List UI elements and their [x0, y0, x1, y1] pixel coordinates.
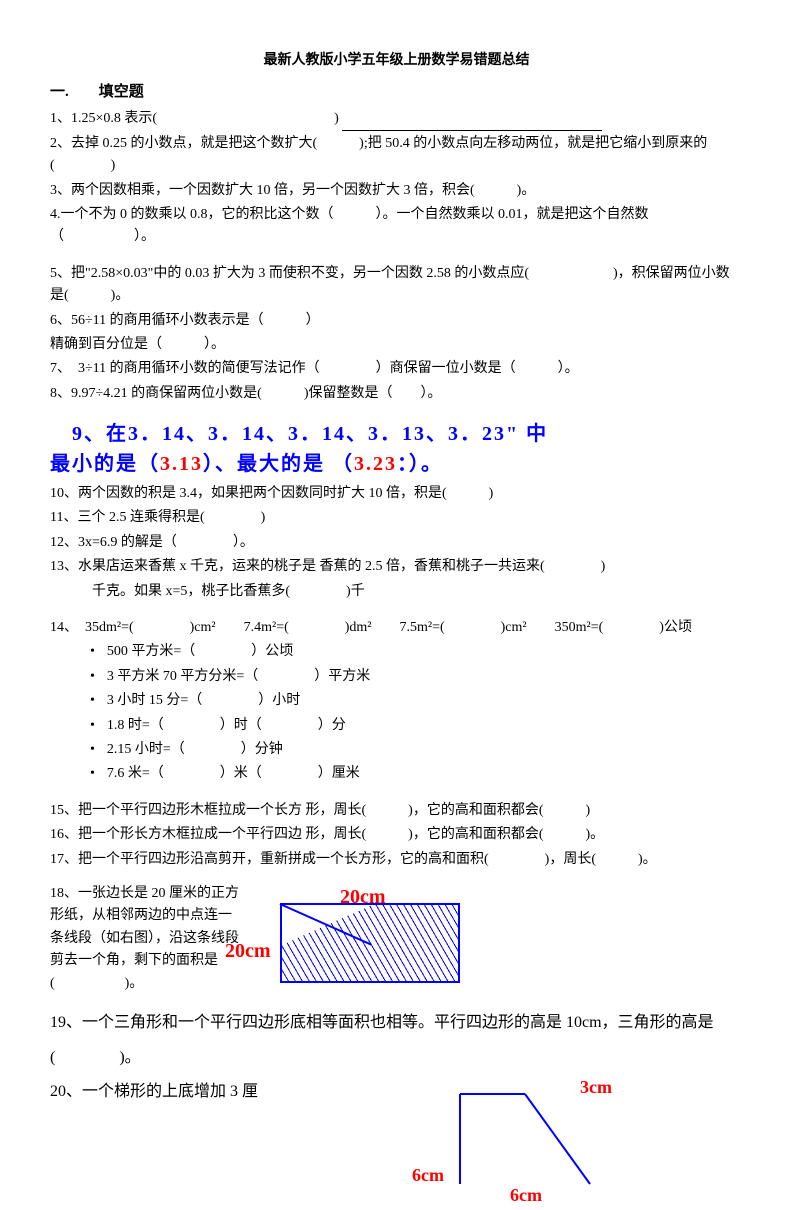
q1-text: 1、1.25×0.8 表示( [50, 111, 157, 126]
question-20: 20、一个梯形的上底增加 3 厘 [50, 1079, 290, 1105]
q9-answer-2: 3.23 [354, 453, 397, 475]
question-20-wrap: 20、一个梯形的上底增加 3 厘 3cm 6cm 6cm [50, 1079, 743, 1199]
q9-line2: 最小的是（3.13）、最大的是 （3.23：）。 [50, 449, 743, 479]
question-17: 17、把一个平行四边形沿高剪开，重新拼成一个长方形，它的高和面积( )，周长( … [50, 849, 743, 871]
question-14-list: 500 平方米=（ ）公顷 3 平方米 70 平方分米=（ ）平方米 3 小时 … [90, 641, 743, 785]
question-19: 19、一个三角形和一个平行四边形底相等面积也相等。平行四边形的高是 10cm，三… [50, 1005, 743, 1075]
question-3: 3、两个因数相乘，一个因数扩大 10 倍，另一个因数扩大 3 倍，积会( )。 [50, 180, 743, 202]
question-13b: 千克。如果 x=5，桃子比香蕉多( )千 [50, 581, 743, 603]
question-12: 12、3x=6.9 的解是（ ）。 [50, 532, 743, 554]
question-10: 10、两个因数的积是 3.4，如果把两个因数同时扩大 10 倍，积是( ) [50, 483, 743, 505]
question-18: 18、一张边长是 20 厘米的正方形纸，从相邻两边的中点连一条线段（如右图），沿… [50, 883, 240, 995]
question-13a: 13、水果店运来香蕉 x 千克，运来的桃子是 香蕉的 2.5 倍，香蕉和桃子一共… [50, 556, 743, 578]
q14-item-3: 3 小时 15 分=（ ）小时 [90, 690, 743, 712]
q14-item-5: 2.15 小时=（ ）分钟 [90, 739, 743, 761]
question-9: 9、在3．14、3．14、3．14、3．13、3．23" 中 最小的是（3.13… [50, 419, 743, 479]
question-6b: 精确到百分位是（ ）。 [50, 334, 743, 356]
question-14: 14、 35dm²=( )cm² 7.4m²=( )dm² 7.5m²=( )c… [50, 617, 743, 639]
q1-end: ) [334, 111, 339, 126]
q20-figure: 3cm 6cm 6cm [350, 1079, 670, 1199]
question-1: 1、1.25×0.8 表示( ) [50, 108, 743, 130]
q18-label-left: 20cm [225, 935, 271, 967]
q1-blank-line [342, 117, 602, 131]
question-15: 15、把一个平行四边形木框拉成一个长方 形，周长( )，它的高和面积都会( ) [50, 800, 743, 822]
q20-label-6cm-left: 6cm [412, 1161, 444, 1190]
question-6a: 6、56÷11 的商用循环小数表示是（ ） [50, 310, 743, 332]
question-16: 16、把一个形长方木框拉成一个平行四边 形，周长( )，它的高和面积都会( )。 [50, 824, 743, 846]
section-heading: 一. 填空题 [50, 80, 743, 104]
question-11: 11、三个 2.5 连乘得积是( ) [50, 507, 743, 529]
question-7: 7、 3÷11 的商用循环小数的简便写法记作（ ）商保留一位小数是（ ）。 [50, 358, 743, 380]
q14-item-4: 1.8 时=（ ）时（ ）分 [90, 715, 743, 737]
question-18-wrap: 18、一张边长是 20 厘米的正方形纸，从相邻两边的中点连一条线段（如右图），沿… [50, 883, 743, 995]
q14-item-2: 3 平方米 70 平方分米=（ ）平方米 [90, 666, 743, 688]
q14-item-6: 7.6 米=（ ）米（ ）厘米 [90, 763, 743, 785]
document-title: 最新人教版小学五年级上册数学易错题总结 [50, 50, 743, 72]
q9-line1: 9、在3．14、3．14、3．14、3．13、3．23" 中 [50, 419, 743, 449]
question-5: 5、把"2.58×0.03"中的 0.03 扩大为 3 而使积不变，另一个因数 … [50, 263, 743, 308]
question-2: 2、去掉 0.25 的小数点，就是把这个数扩大( );把 50.4 的小数点向左… [50, 133, 743, 178]
q14-item-1: 500 平方米=（ ）公顷 [90, 641, 743, 663]
question-4: 4.一个不为 0 的数乘以 0.8，它的积比这个数（ ）。一个自然数乘以 0.0… [50, 204, 743, 249]
q18-figure: 20cm 20cm [250, 883, 490, 993]
q9-answer-1: 3.13 [160, 453, 203, 475]
q20-label-6cm-bottom: 6cm [510, 1181, 542, 1210]
q20-label-3cm: 3cm [580, 1073, 612, 1102]
question-8: 8、9.97÷4.21 的商保留两位小数是( )保留整数是（ ）。 [50, 383, 743, 405]
